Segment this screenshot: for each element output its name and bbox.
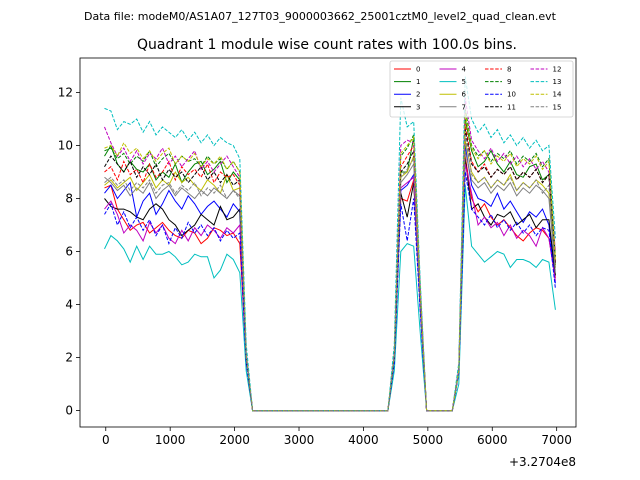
- legend-label-6: 6: [462, 91, 467, 99]
- legend-label-9: 9: [507, 78, 511, 86]
- chart-suptitle: Data file: modeM0/AS1A07_127T03_90000036…: [84, 10, 557, 23]
- legend-label-2: 2: [416, 91, 420, 99]
- x-tick-label: 0: [102, 433, 110, 447]
- legend-box: [389, 60, 574, 118]
- x-tick-label: 6000: [477, 433, 508, 447]
- x-tick-label: 7000: [541, 433, 572, 447]
- legend-label-7: 7: [462, 103, 466, 111]
- legend-label-5: 5: [462, 78, 466, 86]
- x-tick-label: 4000: [348, 433, 379, 447]
- y-axis: 0 2 4 6 8 10 12: [58, 85, 80, 418]
- legend-label-8: 8: [507, 66, 511, 74]
- series-layer: [104, 76, 556, 412]
- y-tick-label: 4: [65, 298, 73, 312]
- legend-label-12: 12: [553, 66, 562, 74]
- y-tick-label: 8: [65, 191, 73, 205]
- legend-label-4: 4: [462, 66, 467, 74]
- y-tick-label: 6: [65, 245, 73, 259]
- x-tick-label: 1000: [155, 433, 186, 447]
- legend-label-10: 10: [507, 91, 516, 99]
- x-tick-label: 2000: [219, 433, 250, 447]
- x-tick-label: 5000: [413, 433, 444, 447]
- legend-label-14: 14: [553, 91, 562, 99]
- plot-area: 0 1000 2000 3000 4000 5000 6000 7000 024681012 …: [58, 57, 577, 447]
- x-tick-label: 3000: [284, 433, 315, 447]
- chart-title: Quadrant 1 module wise count rates with …: [137, 37, 517, 53]
- y-tick-label: 0: [65, 404, 73, 418]
- legend-label-15: 15: [553, 103, 562, 111]
- legend-label-11: 11: [507, 103, 516, 111]
- y-tick-label: 12: [58, 85, 73, 99]
- axes-frame: [79, 57, 577, 428]
- series-line-11: [104, 129, 556, 412]
- legend-label-1: 1: [416, 78, 420, 86]
- y-tick-label: 10: [58, 138, 73, 152]
- y-tick-label: 2: [65, 351, 73, 365]
- legend-label-0: 0: [416, 66, 420, 74]
- legend-label-3: 3: [416, 103, 420, 111]
- series-line-15: [104, 134, 556, 412]
- legend-label-13: 13: [553, 78, 562, 86]
- x-offset-label: +3.2704e8: [509, 455, 576, 469]
- x-axis: 0 1000 2000 3000 4000 5000 6000 7000: [102, 427, 572, 447]
